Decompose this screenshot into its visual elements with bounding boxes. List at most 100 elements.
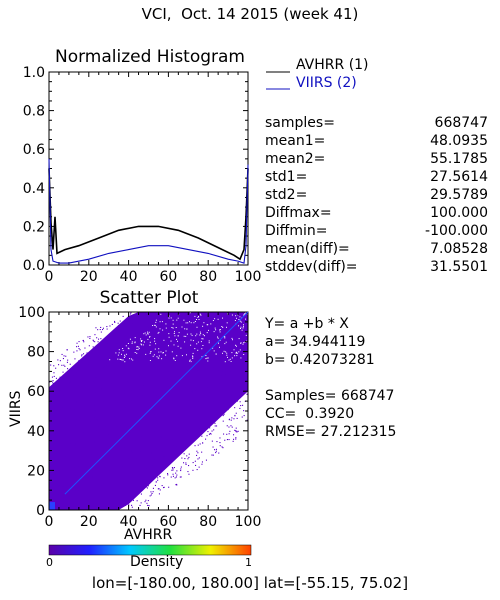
scatter-point — [129, 313, 131, 315]
scatter-point — [157, 477, 159, 479]
scatter-point — [62, 503, 64, 505]
scatter-point — [121, 495, 123, 497]
scatter-gap — [192, 355, 194, 357]
scatter-point — [227, 318, 229, 320]
scatter-point — [175, 385, 177, 387]
scatter-point — [63, 496, 65, 498]
scatter-point — [142, 402, 144, 404]
scatter-point — [105, 337, 107, 339]
scatter-point — [134, 393, 136, 395]
scatter-point — [163, 402, 165, 404]
scatter-gap — [193, 322, 195, 324]
x-tick-label: 20 — [80, 514, 98, 530]
scatter-gap — [137, 349, 139, 351]
scatter-point — [115, 343, 117, 345]
scatter-point — [76, 350, 78, 352]
scatter-gap — [234, 355, 236, 357]
scatter-gap — [176, 319, 178, 321]
scatter-point — [132, 398, 134, 400]
scatter-point — [199, 381, 201, 383]
scatter-gap — [197, 341, 199, 343]
scatter-point — [110, 465, 112, 467]
scatter-point — [210, 354, 212, 356]
scatter-point — [140, 435, 142, 437]
scatter-point — [100, 372, 102, 374]
scatter-point — [178, 436, 180, 438]
scatter-point — [192, 412, 194, 414]
scatter-point — [175, 323, 177, 325]
scatter-point — [81, 354, 83, 356]
scatter-point — [146, 487, 148, 489]
scatter-point — [119, 494, 121, 496]
scatter-point — [91, 476, 93, 478]
scatter-point — [164, 333, 166, 335]
scatter-point — [137, 483, 139, 485]
scatter-point — [215, 452, 217, 454]
scatter-point — [107, 414, 109, 416]
scatter-point — [236, 337, 238, 339]
scatter-point — [196, 405, 198, 407]
scatter-point — [201, 463, 203, 465]
scatter-point — [160, 312, 162, 314]
scatter-point — [201, 360, 203, 362]
scatter-point — [137, 438, 139, 440]
scatter-gap — [143, 341, 145, 343]
scatter-gap — [192, 357, 194, 359]
scatter-point — [109, 325, 111, 327]
scatter-point — [159, 489, 161, 491]
scatter-point — [135, 466, 137, 468]
scatter-point — [98, 479, 100, 481]
scatter-point — [164, 392, 166, 394]
scatter-point — [91, 415, 93, 417]
scatter-point — [239, 372, 241, 374]
scatter-point — [111, 443, 113, 445]
scatter-point — [189, 419, 191, 421]
scatter-gap — [239, 320, 241, 322]
histogram-title: Normalized Histogram — [55, 47, 245, 67]
scatter-point — [64, 387, 66, 389]
scatter-gap — [174, 331, 175, 333]
scatter-gap — [122, 350, 124, 352]
scatter-point — [232, 355, 234, 357]
scatter-point — [221, 405, 223, 407]
scatter-point — [95, 418, 97, 420]
scatter-point — [79, 465, 81, 467]
scatter-gap — [224, 336, 226, 338]
scatter-point — [180, 336, 182, 338]
scatter-gap — [134, 337, 136, 339]
scatter-gap — [154, 338, 156, 340]
scatter-point — [121, 422, 123, 424]
scatter-point — [115, 327, 117, 329]
scatter-point — [123, 417, 125, 419]
scatter-point — [244, 335, 246, 337]
scatter-point — [97, 419, 99, 421]
scatter-point — [101, 459, 103, 461]
scatter-point — [187, 349, 189, 351]
scatter-point — [234, 396, 236, 398]
scatter-gap — [163, 339, 165, 341]
scatter-point — [152, 475, 154, 477]
scatter-point — [194, 409, 196, 411]
scatter-point — [237, 391, 239, 393]
scatter-point — [66, 361, 68, 363]
scatter-point — [178, 398, 180, 400]
scatter-point — [208, 338, 210, 340]
scatter-point — [219, 324, 221, 326]
scatter-point — [151, 438, 153, 440]
scatter-point — [212, 359, 214, 361]
scatter-point — [207, 413, 209, 415]
scatter-point — [153, 476, 155, 478]
scatter-point — [147, 500, 149, 502]
scatter-point — [205, 459, 207, 461]
scatter-point — [64, 365, 66, 367]
scatter-gap — [155, 321, 157, 323]
scatter-point — [196, 342, 198, 344]
scatter-point — [190, 329, 192, 331]
scatter-point — [162, 355, 164, 357]
scatter-point — [142, 475, 144, 477]
scatter-point — [90, 439, 92, 441]
scatter-point — [81, 355, 83, 357]
scatter-point — [169, 407, 171, 409]
scatter-point — [126, 328, 128, 330]
scatter-point — [196, 332, 198, 334]
